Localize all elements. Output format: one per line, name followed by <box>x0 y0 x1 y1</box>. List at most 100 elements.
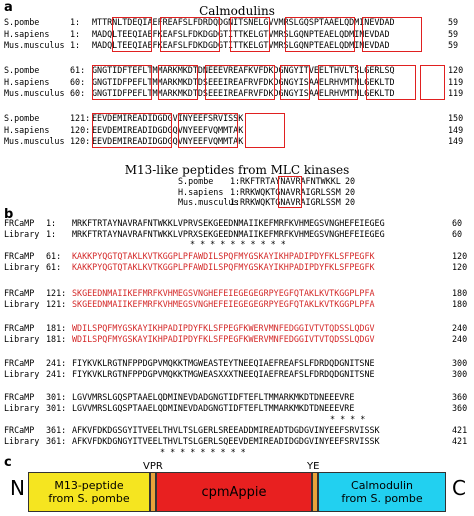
start-position: 301: <box>46 403 67 413</box>
c-terminus-label: C <box>452 476 466 500</box>
cpmappie-label: cpmAppie <box>201 484 267 500</box>
sequence: SKGEEDNMAIIKEFMRFKVHMEGSVNGHEFEIEGEGEGRP… <box>72 288 375 298</box>
start-position: 60: <box>70 88 86 98</box>
sequence: MRKFTRTAYNAVRAFNTWKKLVPRVSEKGEEDNMAIIKEF… <box>72 218 385 228</box>
species-name: S.pombe <box>4 17 40 27</box>
species-name: Library <box>4 436 40 446</box>
species-name: Mus.musculus <box>178 197 239 207</box>
shaded-region <box>380 358 420 380</box>
calmodulin-line2: from S. pombe <box>341 492 423 505</box>
sequence: FIYKVKLRGTNFPPDGPVMQKKTMGWEASTEYTNEEQIAE… <box>72 358 375 368</box>
species-name: FRCaMP <box>4 251 35 261</box>
start-position: 361: <box>46 436 67 446</box>
start-position: 60: <box>70 76 86 87</box>
sequence: SKGEEDNMAIIKEFMRFKVHMEGSVNGHEFEIEGEGEGRP… <box>72 299 375 309</box>
species-name: FRCaMP <box>4 358 35 368</box>
linker-vpr <box>150 472 156 512</box>
shaded-region <box>380 323 420 345</box>
mutation-highlight <box>398 392 406 403</box>
species-name: H.sapiens <box>4 76 50 87</box>
shaded-region <box>380 288 420 310</box>
sequence: LGVVMRSLGQSPTAAELQDMINEVDADGNGTIDFTEFLTM… <box>72 403 355 413</box>
m13-title: M13-like peptides from MLC kinases <box>124 163 350 177</box>
species-name: Mus.musculus <box>4 88 65 98</box>
end-position: 120 <box>452 251 468 261</box>
difference-stars: * * * * <box>330 414 366 424</box>
panel-label-c: c <box>4 455 12 470</box>
end-position: 59 <box>448 28 459 39</box>
start-position: 241: <box>46 358 67 368</box>
species-name: Library <box>4 334 40 344</box>
sequence: MRKFTRTAYNAVRAFNTWKKLVPRXSEKGEEDNMAIIKEF… <box>72 229 385 239</box>
end-position: 120 <box>448 65 464 75</box>
calmodulin-segment: Calmodulin from S. pombe <box>318 472 446 512</box>
start-position: 301: <box>46 392 67 402</box>
end-position: 149 <box>448 124 464 135</box>
end-position: 20 <box>345 186 356 197</box>
start-position: 121: <box>70 113 91 123</box>
end-position: 60 <box>452 218 463 228</box>
species-name: Library <box>4 369 40 379</box>
end-position: 421 <box>452 425 468 435</box>
conservation-box <box>245 113 285 148</box>
species-name: Library <box>4 299 40 309</box>
conservation-box <box>420 65 445 100</box>
sequence: MTTRNLTDEQIAEFREAFSLFDRDQDGNITSNELGVVMRS… <box>92 17 395 27</box>
end-position: 119 <box>448 88 464 98</box>
species-name: Library <box>4 403 40 413</box>
end-position: 360 <box>452 403 468 413</box>
species-name: FRCaMP <box>4 425 35 435</box>
difference-stars: * * * * * * * * * * <box>190 239 286 249</box>
panel-label-b: b <box>4 207 14 222</box>
species-name: S.pombe <box>178 176 214 186</box>
end-position: 20 <box>345 197 356 207</box>
start-position: 121: <box>46 299 67 309</box>
panel-label-a: a <box>4 0 13 15</box>
start-position: 1: <box>230 197 241 207</box>
linker-ye <box>312 472 318 512</box>
end-position: 300 <box>452 358 468 368</box>
end-position: 240 <box>452 334 468 344</box>
sequence: GNGTIDFTEFLTMMARKMKDTDNEEEVREAFKVFDKDGNG… <box>92 65 395 75</box>
species-name: H.sapiens <box>4 28 50 39</box>
end-position: 149 <box>448 136 464 146</box>
sequence: KAKKPYQGTQTAKLKVTKGGPLPFAWDILSPQFMYGSKAY… <box>72 262 375 272</box>
start-position: 1: <box>230 176 241 186</box>
species-name: FRCaMP <box>4 288 35 298</box>
start-position: 1: <box>70 40 81 50</box>
sequence: MADQLTEEQIAEFKEAFSLFDKDGDGTITTKELGTVMRSL… <box>92 40 390 50</box>
panel-c-construct: N M13-peptide from S. pombe cpmAppie Calm… <box>0 461 474 516</box>
linker2-label: YE <box>307 461 320 472</box>
end-position: 150 <box>448 113 464 123</box>
end-position: 360 <box>452 392 468 402</box>
end-position: 180 <box>452 288 468 298</box>
start-position: 1: <box>70 28 81 39</box>
end-position: 60 <box>452 229 463 239</box>
end-position: 120 <box>452 262 468 272</box>
species-name: H.sapiens <box>178 186 224 197</box>
difference-stars: * * * * * * * * * <box>160 447 246 457</box>
species-name: H.sapiens <box>4 124 50 135</box>
end-position: 300 <box>452 369 468 379</box>
m13-line2: from S. pombe <box>48 492 130 505</box>
end-position: 59 <box>448 17 459 27</box>
species-name: FRCaMP <box>4 323 35 333</box>
sequence: EEVDEMIREADIDGDGQVNYEEFVQMMTAK <box>92 136 244 146</box>
start-position: 1: <box>46 218 57 228</box>
sequence: KAKKPYQGTQTAKLKVTKGGPLPFAWDILSPQFMYGSKAY… <box>72 251 375 261</box>
start-position: 61: <box>46 262 62 272</box>
sequence: WDILSPQFMYGSKAYIKHPADIPDYFKLSFPEGFKWERVM… <box>72 334 375 344</box>
end-position: 180 <box>452 299 468 309</box>
sequence: EEVDEMIREADIDGDGQVNYEEFVQMMTAK <box>92 124 244 135</box>
end-position: 20 <box>345 176 356 186</box>
sequence: EEVDEMIREADIDGDGVINYEEFSRVISSK <box>92 113 244 123</box>
sequence: WDILSPQFMYGSKAYIKHPADIPDYFKLSFPEGFKWERVM… <box>72 323 375 333</box>
linker1-label: VPR <box>143 461 163 472</box>
start-position: 181: <box>46 334 67 344</box>
start-position: 120: <box>70 124 91 135</box>
start-position: 120: <box>70 136 91 146</box>
start-position: 1: <box>230 186 241 197</box>
end-position: 240 <box>452 323 468 333</box>
sequence: RRKWQKTGNAVRAIGRLSSM <box>240 197 341 207</box>
sequence: AFKVFDKDGNGYITVEELTHVLTSLGERLSQEEVDEMIRE… <box>72 436 380 446</box>
